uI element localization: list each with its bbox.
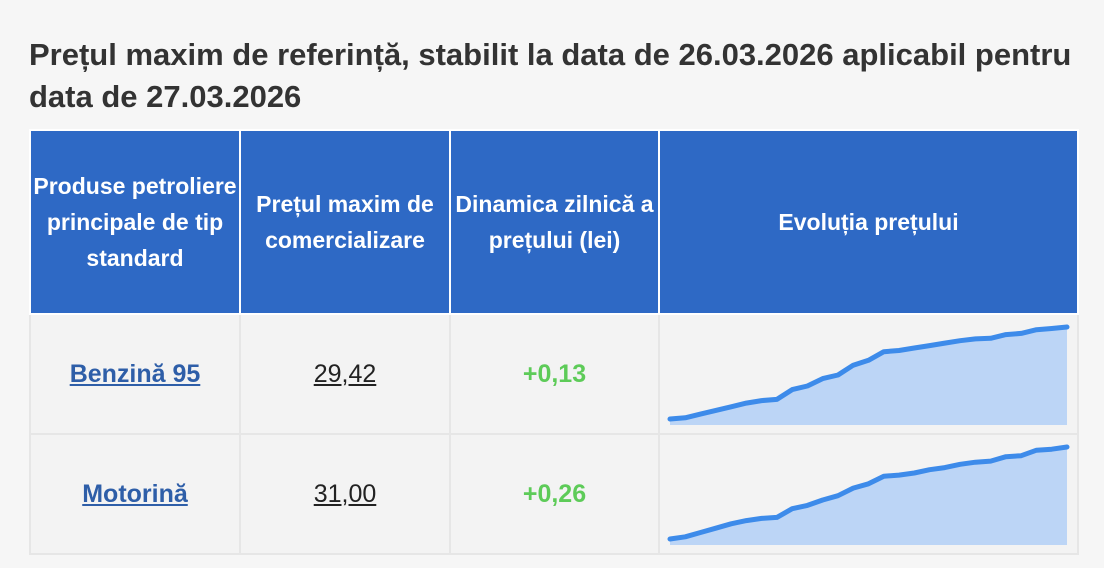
price-trend-sparkline	[667, 444, 1070, 545]
sparkline-line	[667, 444, 1070, 542]
daily-change-cell: +0,13	[449, 313, 660, 435]
column-header-max-price: Prețul maxim de comercializare	[239, 129, 451, 315]
product-cell: Benzină 95	[29, 313, 241, 435]
sparkline-line	[667, 324, 1070, 422]
product-link-benzina[interactable]: Benzină 95	[69, 359, 201, 388]
max-price-link-benzina[interactable]: 29,42	[313, 359, 377, 388]
trend-cell	[658, 433, 1079, 555]
product-link-motorina[interactable]: Motorină	[82, 479, 188, 508]
sparkline-area	[670, 447, 1067, 545]
price-table: Produse petroliere principale de tip sta…	[29, 129, 1079, 555]
sparkline-area	[670, 327, 1067, 425]
page-title: Prețul maxim de referință, stabilit la d…	[29, 37, 1072, 114]
price-trend-sparkline	[667, 324, 1070, 425]
max-price-cell: 29,42	[239, 313, 451, 435]
daily-change-value: +0,13	[522, 359, 587, 388]
max-price-link-motorina[interactable]: 31,00	[313, 479, 377, 508]
column-header-trend: Evoluția prețului	[658, 129, 1079, 315]
product-cell: Motorină	[29, 433, 241, 555]
table-header-row: Produse petroliere principale de tip sta…	[29, 129, 1079, 315]
daily-change-cell: +0,26	[449, 433, 660, 555]
column-header-daily-change: Dinamica zilnică a prețului (lei)	[449, 129, 660, 315]
max-price-cell: 31,00	[239, 433, 451, 555]
trend-cell	[658, 313, 1079, 435]
table-row: Motorină 31,00 +0,26	[29, 433, 1079, 555]
daily-change-value: +0,26	[522, 479, 587, 508]
table-row: Benzină 95 29,42 +0,13	[29, 313, 1079, 435]
column-header-product: Produse petroliere principale de tip sta…	[29, 129, 241, 315]
